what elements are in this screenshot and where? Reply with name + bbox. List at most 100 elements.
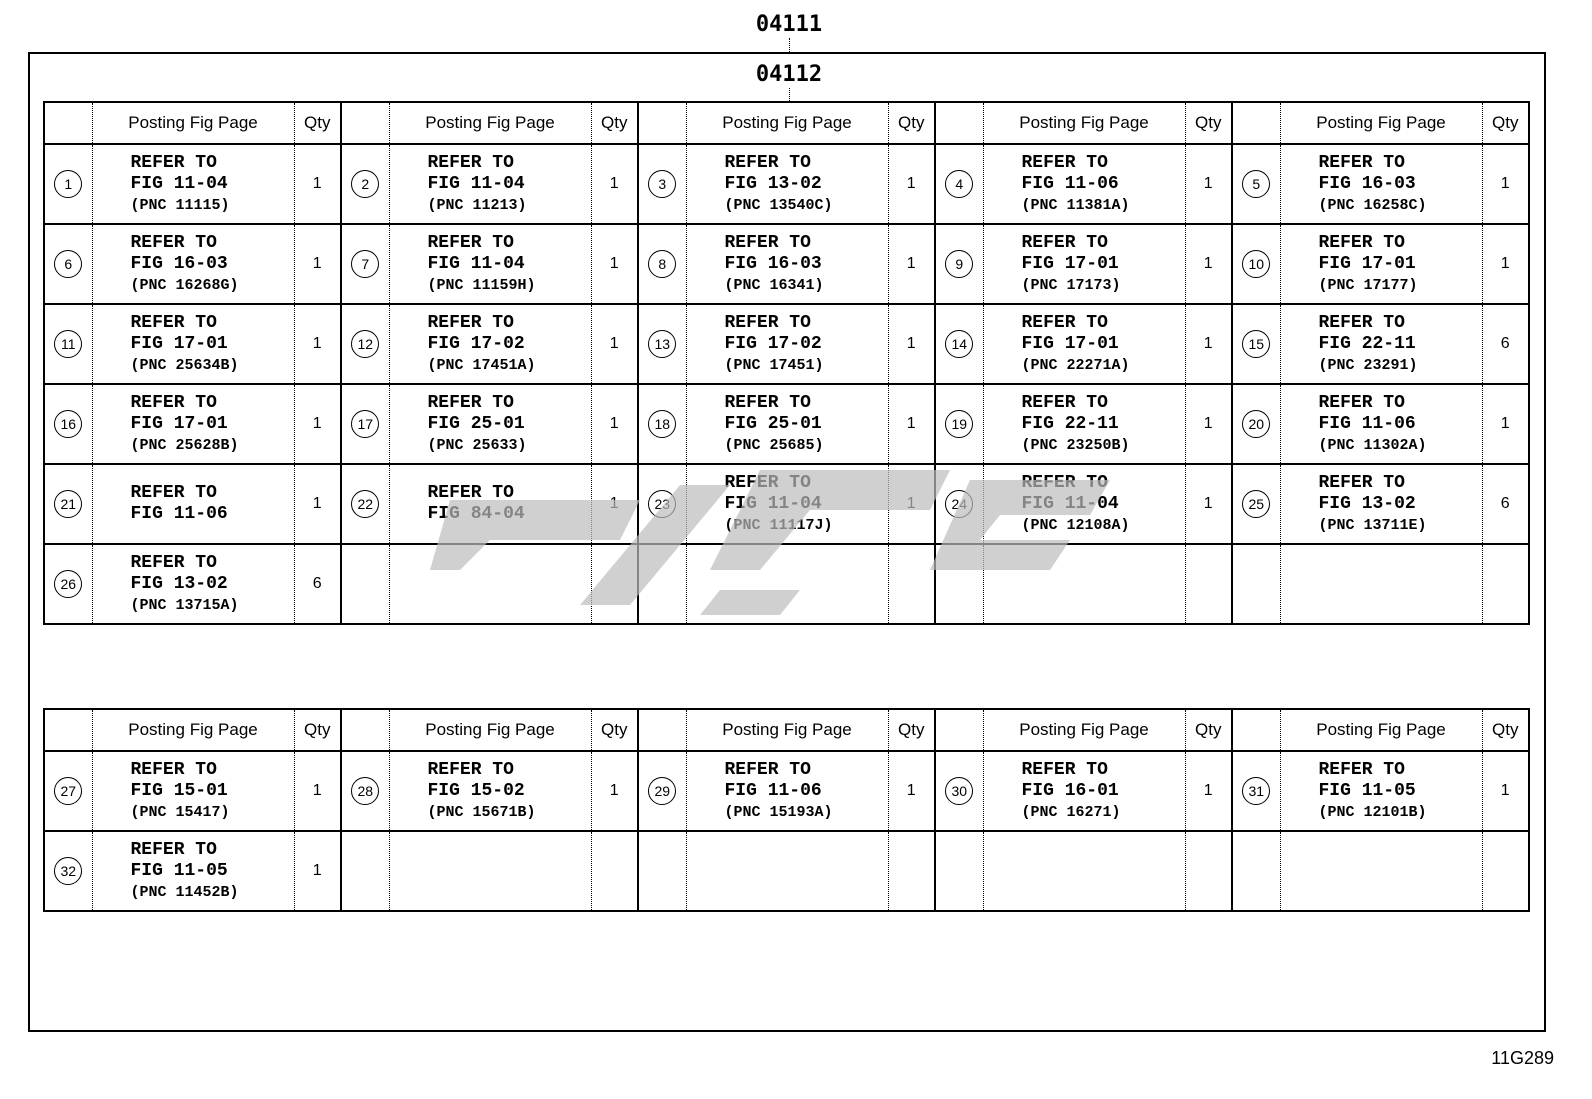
- fig-reference[interactable]: FIG 17-01: [1318, 253, 1416, 274]
- fig-reference[interactable]: FIG 17-01: [1021, 333, 1119, 354]
- callout-number[interactable]: 14: [945, 330, 974, 358]
- fig-reference[interactable]: FIG 15-02: [427, 780, 525, 801]
- posting-fig-page: REFER TO FIG 17-01 (PNC 25628B): [91, 383, 295, 465]
- fig-reference[interactable]: FIG 11-04: [427, 253, 525, 274]
- fig-reference[interactable]: FIG 11-06: [1318, 413, 1416, 434]
- callout-number[interactable]: 20: [1242, 410, 1271, 438]
- qty-value: 1: [590, 383, 639, 465]
- pnc-code: (PNC 25685): [724, 436, 824, 454]
- callout-number[interactable]: 8: [648, 250, 677, 278]
- fig-reference[interactable]: FIG 16-01: [1021, 780, 1119, 801]
- fig-reference[interactable]: FIG 16-03: [724, 253, 822, 274]
- fig-reference[interactable]: FIG 13-02: [1318, 493, 1416, 514]
- pnc-code: (PNC 11115): [130, 196, 230, 214]
- callout-number[interactable]: 11: [54, 330, 83, 358]
- qty-value: 1: [590, 463, 639, 545]
- callout-number[interactable]: 10: [1242, 250, 1271, 278]
- fig-reference[interactable]: FIG 25-01: [427, 413, 525, 434]
- fig-reference[interactable]: FIG 11-04: [724, 493, 822, 514]
- callout-number[interactable]: 21: [54, 490, 83, 518]
- callout-number[interactable]: 9: [945, 250, 974, 278]
- pnc-code: (PNC 25634B): [130, 356, 239, 374]
- callout-number[interactable]: 19: [945, 410, 974, 438]
- fig-reference[interactable]: FIG 84-04: [427, 504, 525, 524]
- item-number: 14: [934, 303, 984, 385]
- item-number: 32: [43, 830, 93, 912]
- fig-reference[interactable]: FIG 25-01: [724, 413, 822, 434]
- callout-number[interactable]: 6: [54, 250, 83, 278]
- pnc-code: (PNC 12108A): [1021, 516, 1130, 534]
- qty-value: 1: [887, 143, 936, 225]
- callout-number[interactable]: 30: [945, 777, 974, 805]
- fig-reference[interactable]: FIG 16-03: [130, 253, 228, 274]
- group-label-04111: 04111: [755, 12, 823, 37]
- qty-value: 1: [1481, 223, 1530, 305]
- callout-number[interactable]: 25: [1242, 490, 1271, 518]
- fig-reference[interactable]: FIG 11-05: [1318, 780, 1416, 801]
- posting-fig-page: REFER TO FIG 11-04 (PNC 11117J): [685, 463, 889, 545]
- fig-reference[interactable]: FIG 17-01: [130, 333, 228, 354]
- posting-fig-page: REFER TO FIG 25-01 (PNC 25633): [388, 383, 592, 465]
- callout-number[interactable]: 24: [945, 490, 974, 518]
- header-no: [340, 708, 390, 752]
- fig-reference[interactable]: FIG 16-03: [1318, 173, 1416, 194]
- leader-line: [789, 38, 790, 52]
- callout-number[interactable]: 17: [351, 410, 380, 438]
- callout-number[interactable]: 3: [648, 170, 677, 198]
- fig-reference[interactable]: FIG 17-01: [130, 413, 228, 434]
- pnc-code: (PNC 11302A): [1318, 436, 1427, 454]
- callout-number[interactable]: 13: [648, 330, 677, 358]
- empty-cell: [1481, 543, 1530, 625]
- fig-reference[interactable]: FIG 11-04: [427, 173, 525, 194]
- callout-number[interactable]: 32: [54, 857, 83, 885]
- posting-fig-page: REFER TO FIG 13-02 (PNC 13715A): [91, 543, 295, 625]
- callout-number[interactable]: 28: [351, 777, 380, 805]
- fig-reference[interactable]: FIG 17-01: [1021, 253, 1119, 274]
- callout-number[interactable]: 1: [54, 170, 83, 198]
- fig-reference[interactable]: FIG 11-06: [1021, 173, 1119, 194]
- pnc-code: (PNC 17451): [724, 356, 824, 374]
- callout-number[interactable]: 2: [351, 170, 380, 198]
- refer-to: REFER TO: [724, 392, 811, 413]
- posting-fig-page: REFER TO FIG 11-05 (PNC 12101B): [1279, 750, 1483, 832]
- callout-number[interactable]: 29: [648, 777, 677, 805]
- callout-number[interactable]: 12: [351, 330, 380, 358]
- callout-number[interactable]: 23: [648, 490, 677, 518]
- fig-reference[interactable]: FIG 22-11: [1021, 413, 1119, 434]
- posting-fig-page: REFER TO FIG 17-01 (PNC 25634B): [91, 303, 295, 385]
- callout-number[interactable]: 27: [54, 777, 83, 805]
- fig-reference[interactable]: FIG 11-06: [130, 504, 228, 524]
- callout-number[interactable]: 4: [945, 170, 974, 198]
- callout-number[interactable]: 7: [351, 250, 380, 278]
- empty-cell: [1279, 830, 1483, 912]
- refer-to: REFER TO: [1318, 472, 1405, 493]
- qty-value: 1: [293, 750, 342, 832]
- callout-number[interactable]: 16: [54, 410, 83, 438]
- fig-reference[interactable]: FIG 17-02: [427, 333, 525, 354]
- posting-fig-page: REFER TO FIG 16-03 (PNC 16258C): [1279, 143, 1483, 225]
- fig-reference[interactable]: FIG 13-02: [130, 573, 228, 594]
- callout-number[interactable]: 26: [54, 570, 83, 598]
- callout-number[interactable]: 5: [1242, 170, 1271, 198]
- qty-value: 1: [590, 750, 639, 832]
- callout-number[interactable]: 22: [351, 490, 380, 518]
- callout-number[interactable]: 15: [1242, 330, 1271, 358]
- item-number: 31: [1231, 750, 1281, 832]
- callout-number[interactable]: 18: [648, 410, 677, 438]
- item-number: 29: [637, 750, 687, 832]
- callout-number[interactable]: 31: [1242, 777, 1271, 805]
- fig-reference[interactable]: FIG 11-04: [1021, 493, 1119, 514]
- fig-reference[interactable]: FIG 11-06: [724, 780, 822, 801]
- fig-reference[interactable]: FIG 17-02: [724, 333, 822, 354]
- pnc-code: (PNC 25628B): [130, 436, 239, 454]
- fig-reference[interactable]: FIG 13-02: [724, 173, 822, 194]
- empty-cell: [1184, 830, 1233, 912]
- header-no: [43, 708, 93, 752]
- item-number: 12: [340, 303, 390, 385]
- fig-reference[interactable]: FIG 11-04: [130, 173, 228, 194]
- pnc-code: (PNC 16258C): [1318, 196, 1427, 214]
- pnc-code: (PNC 16268G): [130, 276, 239, 294]
- fig-reference[interactable]: FIG 15-01: [130, 780, 228, 801]
- fig-reference[interactable]: FIG 11-05: [130, 860, 228, 881]
- fig-reference[interactable]: FIG 22-11: [1318, 333, 1416, 354]
